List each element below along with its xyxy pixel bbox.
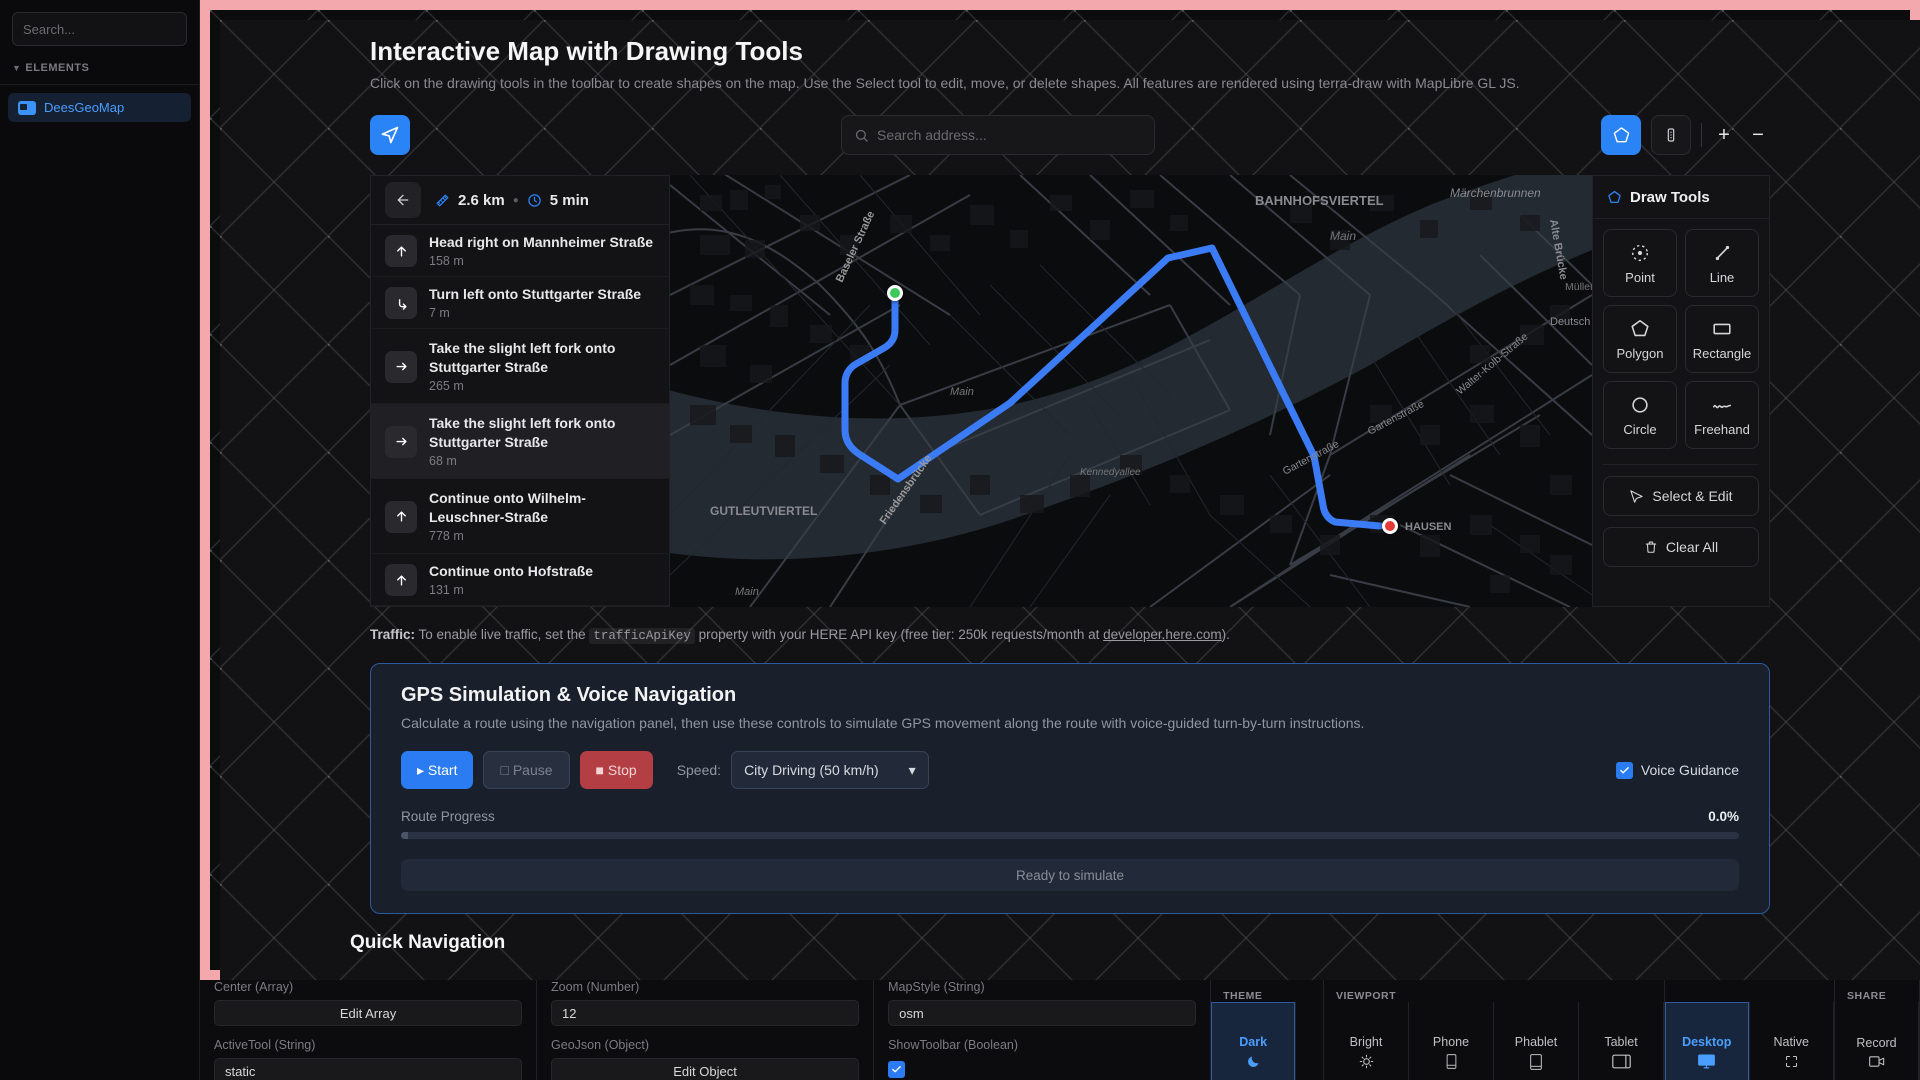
svg-text:Müllermain: Müllermain bbox=[1565, 281, 1592, 293]
svg-text:Main: Main bbox=[735, 586, 759, 598]
svg-text:Main: Main bbox=[950, 386, 974, 398]
svg-text:Märchenbrunnen: Märchenbrunnen bbox=[1450, 186, 1541, 200]
svg-text:Main: Main bbox=[1330, 229, 1356, 243]
svg-text:Kennedyallee: Kennedyallee bbox=[1080, 467, 1141, 478]
svg-text:BAHNHOFSVIERTEL: BAHNHOFSVIERTEL bbox=[1255, 193, 1384, 208]
svg-text:GUTLEUTVIERTEL: GUTLEUTVIERTEL bbox=[710, 504, 817, 518]
svg-text:HAUSEN: HAUSEN bbox=[1405, 521, 1452, 533]
svg-text:Deutsch: Deutsch bbox=[1550, 316, 1590, 328]
